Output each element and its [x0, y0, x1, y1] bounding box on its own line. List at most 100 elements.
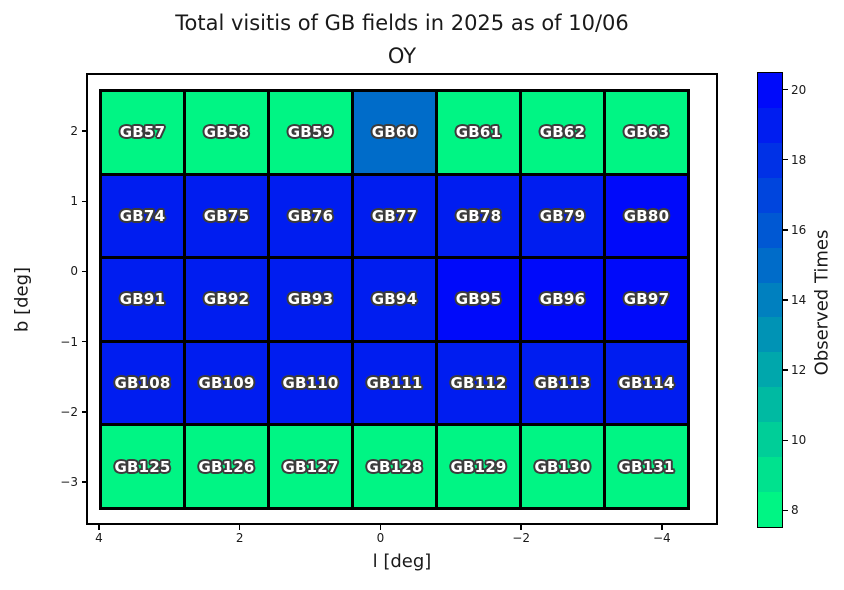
heatmap-cell-gb113: GB113 — [522, 342, 603, 424]
cell-label: GB127 — [282, 457, 339, 476]
heatmap-cell-gb127: GB127 — [270, 426, 351, 507]
colorbar-tick-mark — [783, 299, 788, 301]
cell-label: GB60 — [371, 123, 418, 142]
heatmap-grid: GB57 GB58 GB59 GB60 GB61 GB62 GB63 GB74 GB75 GB76… — [99, 89, 690, 510]
x-tick-label: −2 — [512, 531, 530, 545]
heatmap-cell-gb128: GB128 — [354, 426, 435, 507]
cell-label: GB76 — [287, 206, 334, 225]
y-tick-mark — [81, 130, 86, 132]
y-tick-label: 2 — [70, 124, 78, 139]
cell-label: GB78 — [455, 206, 502, 225]
colorbar-tick-mark — [783, 439, 788, 442]
heatmap-cell-gb129: GB129 — [438, 426, 519, 507]
cell-label: GB126 — [198, 457, 255, 476]
colorbar-tick-mark — [783, 509, 788, 512]
cell-label: GB79 — [539, 206, 586, 225]
cell-label: GB80 — [623, 206, 670, 225]
heatmap-cell-gb63: GB63 — [606, 92, 687, 173]
heatmap-cell-gb94: GB94 — [354, 259, 435, 340]
colorbar-tick-label: 18 — [791, 152, 807, 167]
cell-label: GB59 — [287, 123, 334, 142]
heatmap-cell-gb126: GB126 — [186, 426, 267, 507]
heatmap-cell-gb131: GB131 — [606, 426, 687, 507]
y-tick-label: −2 — [60, 404, 78, 419]
heatmap-cell-gb110: GB110 — [270, 342, 351, 424]
cell-label: GB58 — [203, 123, 250, 142]
heatmap-cell-gb79: GB79 — [522, 175, 603, 257]
x-tick-mark — [661, 525, 663, 530]
heatmap-cell-gb78: GB78 — [438, 175, 519, 257]
colorbar-band-13 — [758, 317, 782, 353]
colorbar-band-18 — [758, 142, 782, 178]
cell-label: GB96 — [539, 290, 586, 309]
colorbar-tick-label: 10 — [791, 433, 807, 448]
cell-label: GB125 — [114, 457, 171, 476]
heatmap-cell-gb130: GB130 — [522, 426, 603, 507]
heatmap-cell-gb62: GB62 — [522, 92, 603, 173]
cell-label: GB75 — [203, 206, 250, 225]
heatmap-cell-gb74: GB74 — [102, 175, 183, 257]
cell-label: GB63 — [623, 123, 670, 142]
cell-label: GB57 — [119, 123, 166, 142]
cell-label: GB77 — [371, 206, 418, 225]
colorbar-tick-mark — [783, 369, 788, 371]
chart-title-line-1: Total visitis of GB fields in 2025 as of… — [175, 11, 629, 35]
heatmap-cell-gb91: GB91 — [102, 259, 183, 340]
cell-label: GB61 — [455, 123, 502, 142]
y-tick-label: 0 — [70, 264, 78, 279]
x-tick-label: 2 — [235, 531, 244, 545]
heatmap-cell-gb77: GB77 — [354, 175, 435, 257]
colorbar-band-17 — [758, 177, 782, 213]
y-tick-label: −1 — [60, 334, 78, 349]
cell-label: GB108 — [114, 374, 171, 393]
colorbar-tick-label: 12 — [791, 363, 807, 378]
colorbar-tick-label: 16 — [791, 222, 807, 237]
cell-label: GB92 — [203, 290, 250, 309]
colorbar-band-19 — [758, 107, 782, 143]
heatmap-cell-gb58: GB58 — [186, 92, 267, 173]
heatmap-cell-gb109: GB109 — [186, 342, 267, 424]
colorbar-tick-mark — [783, 229, 788, 231]
y-tick-mark — [81, 481, 86, 483]
heatmap-cell-gb108: GB108 — [102, 342, 183, 424]
cell-label: GB131 — [618, 457, 675, 476]
colorbar-label: Observed Times — [811, 229, 833, 376]
colorbar — [757, 72, 783, 528]
colorbar-tick-mark — [783, 158, 788, 161]
y-tick-label: 1 — [70, 194, 78, 209]
plot-area: GB57 GB58 GB59 GB60 GB61 GB62 GB63 GB74 GB75 GB76… — [86, 73, 718, 525]
colorbar-band-10 — [758, 422, 782, 458]
y-tick-mark — [81, 200, 86, 203]
y-tick-mark — [81, 411, 86, 413]
cell-label: GB74 — [119, 206, 166, 225]
x-axis-label: l [deg] — [372, 551, 432, 572]
x-tick-mark — [238, 525, 241, 530]
cell-label: GB128 — [366, 457, 423, 476]
heatmap-cell-gb95: GB95 — [438, 259, 519, 340]
colorbar-band-14 — [758, 282, 782, 318]
cell-label: GB93 — [287, 290, 334, 309]
heatmap-cell-gb75: GB75 — [186, 175, 267, 257]
heatmap-cell-gb57: GB57 — [102, 92, 183, 173]
chart-title: Total visitis of GB fields in 2025 as of… — [86, 7, 718, 73]
colorbar-band-16 — [758, 212, 782, 248]
cell-label: GB109 — [198, 374, 255, 393]
x-tick-mark — [520, 525, 522, 530]
colorbar-band-9 — [758, 457, 782, 493]
x-tick-label: 0 — [376, 531, 385, 545]
heatmap-cell-gb112: GB112 — [438, 342, 519, 424]
x-tick-mark — [98, 525, 100, 530]
heatmap-cell-gb61: GB61 — [438, 92, 519, 173]
colorbar-band-11 — [758, 387, 782, 423]
cell-label: GB112 — [450, 374, 507, 393]
cell-label: GB113 — [534, 374, 591, 393]
chart-title-line-2: OY — [387, 44, 417, 68]
heatmap-cell-gb93: GB93 — [270, 259, 351, 340]
colorbar-band-8 — [758, 492, 782, 527]
cell-label: GB95 — [455, 290, 502, 309]
heatmap-cell-gb97: GB97 — [606, 259, 687, 340]
heatmap-cell-gb92: GB92 — [186, 259, 267, 340]
cell-label: GB114 — [618, 374, 675, 393]
x-tick-label: 4 — [95, 531, 103, 545]
colorbar-band-15 — [758, 247, 782, 283]
